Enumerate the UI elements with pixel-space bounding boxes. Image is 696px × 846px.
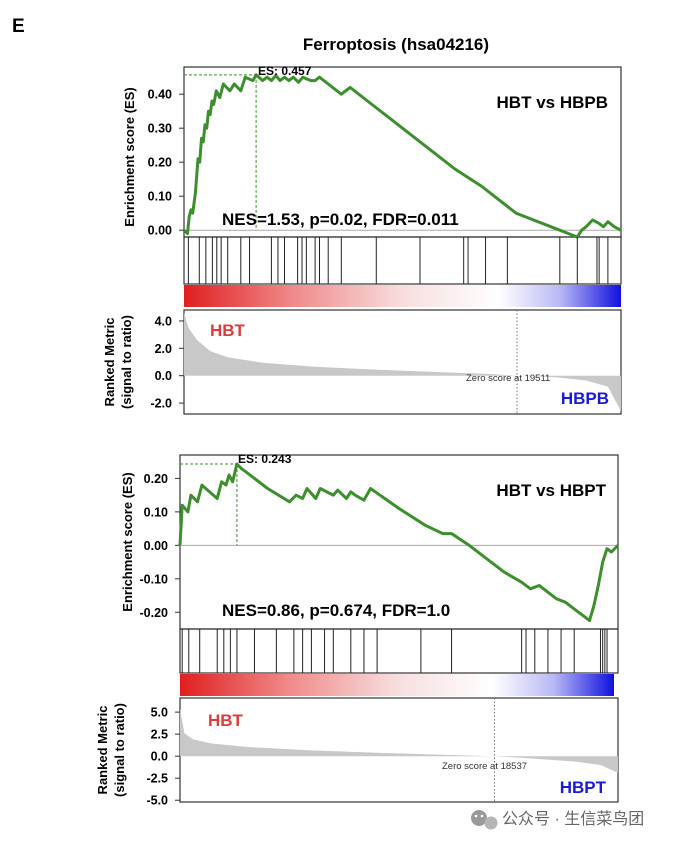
metric-y-axis-label-line1: Ranked Metric — [95, 706, 110, 795]
metric-y-tick-label: 2.0 — [155, 342, 172, 356]
metric-y-tick-label: -5.0 — [146, 794, 168, 808]
comparison-label: HBT vs HBPT — [496, 481, 606, 500]
metric-y-tick-label: -2.0 — [150, 397, 172, 411]
metric-y-tick-label: 5.0 — [151, 706, 168, 720]
positive-group-label: HBT — [208, 711, 244, 730]
ranked-metric-area — [184, 312, 621, 412]
metric-y-tick-label: -2.5 — [146, 772, 168, 786]
panel-hbt-vs-hbpb: 0.00 0.10 0.20 0.30 0.40 4.0 2.0 0.0 -2.0 Enric… — [102, 64, 622, 415]
stats-label: NES=0.86, p=0.674, FDR=1.0 — [222, 601, 450, 620]
metric-y-tick-label: 0.0 — [151, 750, 168, 764]
es-y-tick-label: -0.20 — [140, 606, 169, 620]
es-curve — [178, 462, 620, 623]
wechat-icon — [471, 810, 498, 830]
metric-y-tick-label: 0.0 — [155, 369, 172, 383]
rank-heatbar — [184, 285, 621, 307]
panel-letter: E — [12, 16, 25, 37]
metric-y-tick-label: 4.0 — [155, 314, 172, 328]
es-y-tick-label: 0.30 — [148, 122, 172, 136]
ranked-metric-area — [180, 708, 618, 773]
rank-heatbar — [180, 674, 614, 696]
es-y-tick-label: 0.10 — [144, 505, 168, 519]
negative-group-label: HBPT — [560, 778, 607, 797]
es-y-tick-label: 0.40 — [148, 88, 172, 102]
es-y-tick-label: 0.10 — [148, 190, 172, 204]
es-y-tick-label: 0.00 — [148, 224, 172, 238]
es-y-tick-label: -0.10 — [140, 572, 169, 586]
hits-strip-frame — [183, 236, 622, 285]
es-y-axis-label: Enrichment score (ES) — [122, 87, 137, 226]
metric-y-axis-label-line1: Ranked Metric — [102, 318, 117, 407]
panel-hbt-vs-hbpt: 0.20 0.10 0.00 -0.10 -0.20 5.0 2.5 0.0 -2.5 -5.0… — [95, 452, 620, 808]
peak-es-label: ES: 0.457 — [258, 64, 312, 78]
figure-title: Ferroptosis (hsa04216) — [303, 35, 489, 54]
watermark-text: 公众号 · 生信菜鸟团 — [502, 810, 644, 828]
peak-es-label: ES: 0.243 — [238, 452, 292, 466]
stats-label: NES=1.53, p=0.02, FDR=0.011 — [222, 210, 459, 229]
watermark: 公众号 · 生信菜鸟团 — [471, 810, 644, 830]
hits-strip-frame — [179, 628, 619, 674]
es-y-tick-label: 0.20 — [148, 156, 172, 170]
es-curve — [182, 73, 622, 239]
comparison-label: HBT vs HBPB — [497, 93, 608, 112]
es-y-tick-label: 0.00 — [144, 539, 168, 553]
metric-y-axis-label-line2: (signal to ratio) — [119, 315, 134, 409]
positive-group-label: HBT — [210, 321, 246, 340]
zero-score-label: Zero score at 18537 — [442, 761, 527, 772]
negative-group-label: HBPB — [561, 389, 609, 408]
metric-y-tick-label: 2.5 — [151, 728, 168, 742]
metric-y-axis-label-line2: (signal to ratio) — [112, 703, 127, 797]
es-y-tick-label: 0.20 — [144, 472, 168, 486]
zero-score-label: Zero score at 19511 — [466, 373, 550, 384]
es-y-axis-label: Enrichment score (ES) — [120, 472, 135, 611]
